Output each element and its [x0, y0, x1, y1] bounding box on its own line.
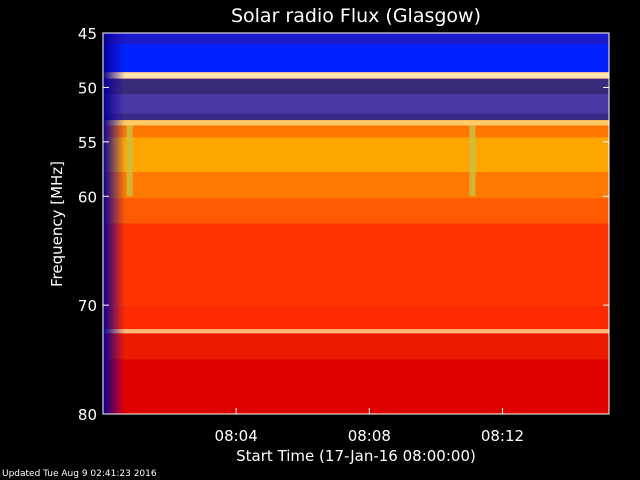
vertical-feature-1	[469, 125, 476, 197]
plot-area	[103, 33, 609, 414]
x-tick-label: 08:08	[348, 427, 391, 445]
plot-frame	[102, 32, 610, 415]
y-tick-label: 45	[78, 25, 97, 43]
y-axis: 45 50 55 60 70 80	[78, 25, 609, 424]
y-tick-label: 80	[78, 406, 97, 424]
y-axis-label: Frequency [MHz]	[48, 161, 66, 287]
band-12	[103, 307, 609, 330]
updated-timestamp: Updated Tue Aug 9 02:41:23 2016	[2, 469, 157, 479]
y-tick-label: 50	[78, 79, 97, 97]
band-0	[103, 33, 609, 44]
band-6	[103, 120, 609, 126]
band-10	[103, 198, 609, 224]
band-4	[103, 93, 609, 114]
y-tick-label: 55	[78, 134, 97, 152]
band-14	[103, 333, 609, 360]
vertical-feature-0	[126, 125, 133, 197]
band-13	[103, 329, 609, 334]
band-7	[103, 125, 609, 138]
x-axis: 08:04 08:08 08:12	[215, 408, 524, 445]
band-3	[103, 78, 609, 94]
left-edge-fade	[103, 33, 125, 414]
band-5	[103, 113, 609, 121]
x-tick-label: 08:12	[481, 427, 524, 445]
band-9	[103, 172, 609, 199]
band-1	[103, 43, 609, 73]
chart-title: Solar radio Flux (Glasgow)	[231, 5, 481, 27]
x-axis-label: Start Time (17-Jan-16 08:00:00)	[236, 447, 476, 465]
y-tick-label: 60	[78, 188, 97, 206]
y-tick-label: 70	[78, 297, 97, 315]
band-8	[103, 137, 609, 173]
band-2	[103, 72, 609, 79]
x-tick-label: 08:04	[215, 427, 258, 445]
band-11	[103, 223, 609, 308]
band-15	[103, 359, 609, 414]
